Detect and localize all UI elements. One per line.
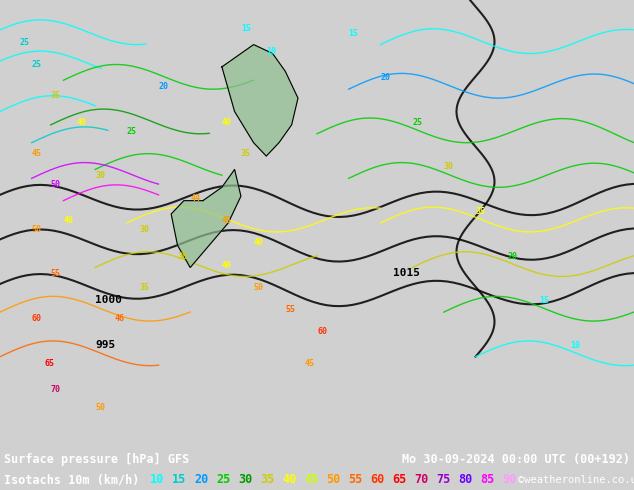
Text: 35: 35 — [51, 91, 61, 100]
Text: 65: 65 — [392, 473, 406, 487]
Text: 1015: 1015 — [393, 269, 420, 278]
Text: 40: 40 — [222, 118, 232, 127]
Text: 60: 60 — [32, 314, 42, 323]
Text: 70: 70 — [51, 386, 61, 394]
Text: 85: 85 — [480, 473, 495, 487]
Text: 50: 50 — [32, 225, 42, 234]
Text: 10: 10 — [571, 341, 581, 350]
Text: 90: 90 — [502, 473, 516, 487]
Text: 35: 35 — [476, 207, 486, 216]
Text: 70: 70 — [414, 473, 428, 487]
Text: 45: 45 — [304, 473, 318, 487]
Text: 75: 75 — [436, 473, 450, 487]
Text: 55: 55 — [51, 270, 61, 278]
Text: 40: 40 — [282, 473, 296, 487]
Text: 30: 30 — [238, 473, 252, 487]
Text: 60: 60 — [370, 473, 384, 487]
Text: 35: 35 — [241, 149, 251, 158]
Text: 40: 40 — [254, 238, 264, 247]
Text: Surface pressure [hPa] GFS: Surface pressure [hPa] GFS — [4, 453, 190, 466]
Text: 45: 45 — [32, 149, 42, 158]
Text: 55: 55 — [348, 473, 362, 487]
Text: 15: 15 — [349, 29, 359, 38]
Text: 50: 50 — [95, 403, 105, 412]
Text: 10: 10 — [150, 473, 164, 487]
Text: 30: 30 — [95, 172, 105, 180]
Text: 20: 20 — [507, 252, 517, 261]
Text: 15: 15 — [172, 473, 186, 487]
Text: 1000: 1000 — [95, 295, 122, 305]
Polygon shape — [222, 45, 298, 156]
Text: 40: 40 — [222, 261, 232, 270]
Text: 15: 15 — [539, 296, 549, 305]
Text: 25: 25 — [412, 118, 422, 127]
Text: 50: 50 — [51, 180, 61, 189]
Text: 45: 45 — [304, 359, 314, 368]
Text: 40: 40 — [76, 118, 86, 127]
Text: 80: 80 — [458, 473, 472, 487]
Text: 40: 40 — [63, 216, 74, 225]
Text: Mo 30-09-2024 00:00 UTC (00+192): Mo 30-09-2024 00:00 UTC (00+192) — [402, 453, 630, 466]
Text: 65: 65 — [44, 359, 55, 368]
Text: 44: 44 — [190, 194, 200, 203]
Text: 10: 10 — [266, 47, 276, 55]
Text: 20: 20 — [158, 82, 169, 91]
Text: 46: 46 — [114, 314, 124, 323]
Text: 25: 25 — [216, 473, 230, 487]
Text: 25: 25 — [127, 127, 137, 136]
Text: 45: 45 — [222, 216, 232, 225]
Text: 55: 55 — [285, 305, 295, 314]
Text: 25: 25 — [19, 38, 29, 47]
Text: 30: 30 — [178, 252, 188, 261]
Text: ©weatheronline.co.uk: ©weatheronline.co.uk — [517, 475, 634, 485]
Text: 30: 30 — [139, 225, 150, 234]
Text: 20: 20 — [194, 473, 208, 487]
Text: 35: 35 — [260, 473, 275, 487]
Text: 35: 35 — [139, 283, 150, 292]
Text: 50: 50 — [326, 473, 340, 487]
Text: 15: 15 — [241, 24, 251, 33]
Text: 50: 50 — [254, 283, 264, 292]
Polygon shape — [171, 170, 241, 268]
Text: 995: 995 — [95, 340, 115, 350]
Text: 25: 25 — [32, 60, 42, 69]
Text: Isotachs 10m (km/h): Isotachs 10m (km/h) — [4, 473, 139, 487]
Text: 20: 20 — [380, 74, 391, 82]
Text: 60: 60 — [317, 327, 327, 337]
Text: 30: 30 — [444, 163, 454, 172]
